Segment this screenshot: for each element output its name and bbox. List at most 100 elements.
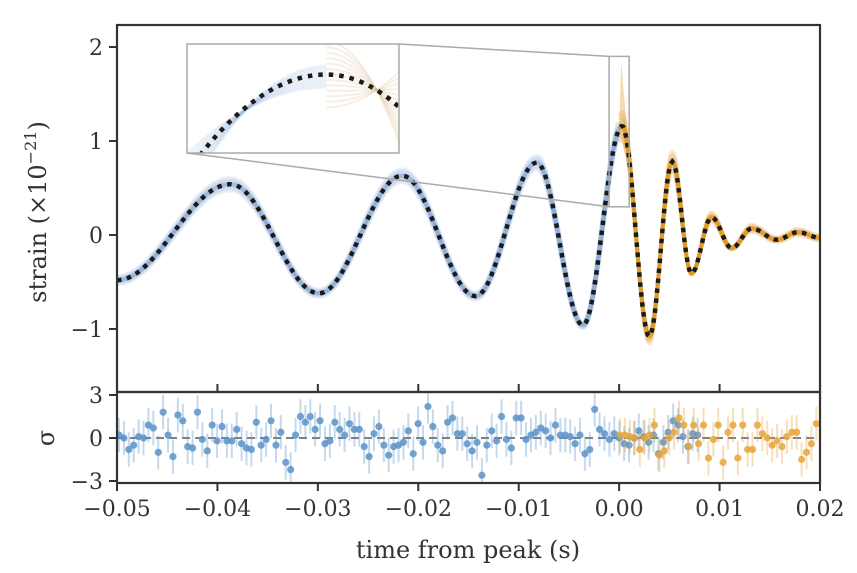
residual-pre-point: [399, 438, 408, 446]
residual-post-point: [758, 430, 766, 438]
residual-post-point: [675, 414, 683, 422]
y-tick-label: −1: [71, 318, 103, 343]
residual-pre-point: [493, 437, 501, 445]
zoom-indicator: [186, 43, 630, 208]
posterior-spread-peak: [619, 61, 632, 179]
x-tick-label: −0.03: [284, 497, 351, 522]
residual-pre-point: [233, 425, 241, 434]
residual-pre-point: [291, 431, 300, 439]
residual-pre-point: [443, 418, 452, 426]
residual-pre-point: [355, 425, 363, 434]
residual-post-point: [778, 442, 786, 451]
x-tick-label: −0.02: [385, 497, 452, 522]
residual-pre-point: [522, 435, 530, 444]
residual-post-point: [650, 421, 659, 429]
residual-pre-point: [488, 427, 496, 435]
residual-pre-point: [448, 414, 457, 422]
inset-sample-post: [334, 44, 399, 146]
x-axis-label: time from peak (s): [356, 536, 580, 564]
residual-pre-point: [311, 425, 319, 434]
inset-frame: [186, 43, 400, 154]
residual-pre-point: [267, 417, 275, 425]
residual-post-point: [704, 454, 713, 462]
residual-pre-point: [571, 440, 579, 448]
residual-pre-point: [282, 458, 290, 466]
residual-pre-point: [208, 421, 216, 429]
residual-pre-point: [404, 427, 412, 435]
residual-pre-point: [252, 418, 260, 426]
residual-pre-point: [483, 441, 491, 449]
residual-pre-point: [125, 445, 133, 454]
residual-pre-point: [532, 428, 540, 436]
residual-pre-point: [468, 447, 476, 455]
residual-post-point: [812, 420, 820, 428]
residual-pre-point: [424, 402, 432, 411]
inset-sample-post: [326, 70, 399, 109]
residual-pre-point: [414, 420, 422, 428]
residual-post-point: [773, 437, 781, 445]
residual-post-point: [709, 435, 717, 444]
residual-pre-point: [336, 425, 344, 434]
inset-sample-pre: [194, 80, 327, 153]
residual-post-point: [763, 434, 771, 442]
residual-pre-point: [581, 450, 589, 458]
inset-sample-pre: [187, 85, 327, 153]
residual-post-point: [783, 432, 791, 441]
strain-y-ticks: 2 1 0 −1: [71, 36, 117, 343]
y-tick-label: 2: [89, 36, 103, 61]
zoom-region-box: [608, 55, 630, 208]
residual-post-point: [660, 447, 668, 455]
x-tick-label: 0.01: [695, 497, 744, 522]
y-tick-label: 0: [89, 427, 103, 452]
x-tick-label: 0.02: [796, 497, 845, 522]
residual-pre-point: [409, 450, 417, 458]
residual-pre-point: [610, 430, 618, 438]
residual-pre-point: [429, 422, 437, 431]
residual-pre-point: [659, 438, 667, 446]
residual-post-point: [665, 434, 673, 442]
residual-pre-point: [600, 430, 609, 438]
residual-pre-point: [287, 465, 295, 474]
residual-pre-point: [365, 453, 373, 461]
x-tick-label: −0.01: [485, 497, 552, 522]
residual-pre-point: [502, 435, 511, 444]
residual-y-ticks: 3 0 −3: [71, 384, 117, 495]
residual-points: [117, 392, 820, 483]
residual-post-point: [724, 428, 732, 436]
residual-post-point: [739, 421, 747, 429]
connector-line: [398, 43, 610, 58]
residual-post-point: [645, 431, 654, 439]
inset-sample-post: [326, 62, 399, 121]
residual-pre-point: [669, 417, 677, 425]
residual-post-point: [655, 451, 663, 459]
best-fit-line: [117, 123, 820, 341]
residual-pre-point: [625, 441, 633, 449]
strain-x-ticks: [116, 384, 821, 392]
residual-pre-point: [120, 434, 128, 442]
residual-pre-point: [566, 432, 574, 441]
inset-sample-post: [326, 78, 399, 103]
residual-pre-point: [188, 444, 197, 452]
residual-pre-point: [159, 408, 167, 416]
residual-pre-point: [154, 448, 162, 456]
residual-pre-point: [306, 412, 314, 421]
residual-pre-point: [203, 447, 211, 455]
residual-pre-point: [340, 431, 349, 439]
residual-pre-point: [149, 424, 157, 432]
residual-pre-point: [463, 440, 471, 448]
residual-pre-point: [331, 418, 339, 426]
residual-pre-point: [380, 441, 388, 449]
strain-y-label: strain (×10−21): [21, 121, 52, 303]
residual-pre-point: [674, 421, 682, 429]
residual-pre-point: [262, 435, 270, 444]
x-tick-label: −0.04: [184, 497, 251, 522]
residual-panel: 3 0 −3 −0.05 −0.04 −0.03 −0.02 −0.01 0.00 0.01 0.…: [32, 384, 844, 564]
residual-pre-point: [179, 417, 187, 425]
residual-pre-point: [228, 437, 236, 445]
inset-sample-post: [326, 57, 399, 127]
y-tick-label: 0: [89, 224, 103, 249]
residual-pre-point: [213, 437, 221, 445]
residual-pre-point: [385, 451, 393, 459]
residual-pre-point: [238, 440, 246, 448]
